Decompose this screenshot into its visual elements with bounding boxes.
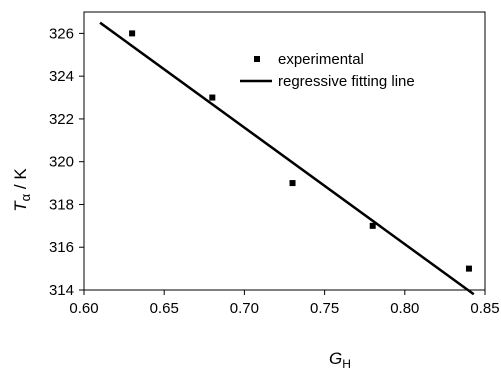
x-tick-label: 0.75 bbox=[310, 300, 339, 317]
x-axis-label-main: G bbox=[329, 349, 342, 368]
data-point bbox=[209, 94, 216, 101]
x-tick-label: 0.70 bbox=[230, 300, 259, 317]
y-tick-label: 314 bbox=[49, 282, 74, 299]
axes bbox=[83, 11, 486, 291]
y-axis-label-sub: α bbox=[18, 193, 33, 201]
legend-label-fit: regressive fitting line bbox=[278, 73, 415, 90]
data-point bbox=[289, 180, 296, 187]
plot-area bbox=[99, 21, 475, 296]
x-tick-label: 0.65 bbox=[150, 300, 179, 317]
legend: experimental regressive fitting line bbox=[240, 51, 415, 90]
x-tick-label: 0.80 bbox=[390, 300, 419, 317]
x-tick-label: 0.60 bbox=[69, 300, 98, 317]
fit-line bbox=[99, 21, 475, 296]
x-tick-label: 0.85 bbox=[470, 300, 499, 317]
legend-marker-experimental bbox=[254, 56, 260, 62]
y-tick-label: 326 bbox=[49, 25, 74, 42]
y-axis-label-main: T bbox=[11, 200, 30, 212]
y-tick-label: 320 bbox=[49, 154, 74, 171]
x-axis-label-sub: H bbox=[342, 357, 351, 371]
data-point bbox=[369, 222, 376, 229]
y-axis-label-unit: / K bbox=[11, 168, 30, 194]
y-tick-label: 318 bbox=[49, 196, 74, 213]
x-axis-label: GH bbox=[329, 349, 351, 371]
legend-label-experimental: experimental bbox=[278, 51, 364, 68]
y-axis-label: Tα / K bbox=[11, 168, 33, 212]
ticks: 0.60 0.65 0.70 0.75 0.80 0.85 314 316 318 320 322 3… bbox=[49, 25, 500, 317]
y-tick-label: 316 bbox=[49, 239, 74, 256]
y-tick-label: 322 bbox=[49, 111, 74, 128]
data-point bbox=[129, 30, 136, 37]
y-tick-label: 324 bbox=[49, 68, 74, 85]
data-point bbox=[465, 265, 472, 272]
plot-frame bbox=[83, 11, 486, 291]
